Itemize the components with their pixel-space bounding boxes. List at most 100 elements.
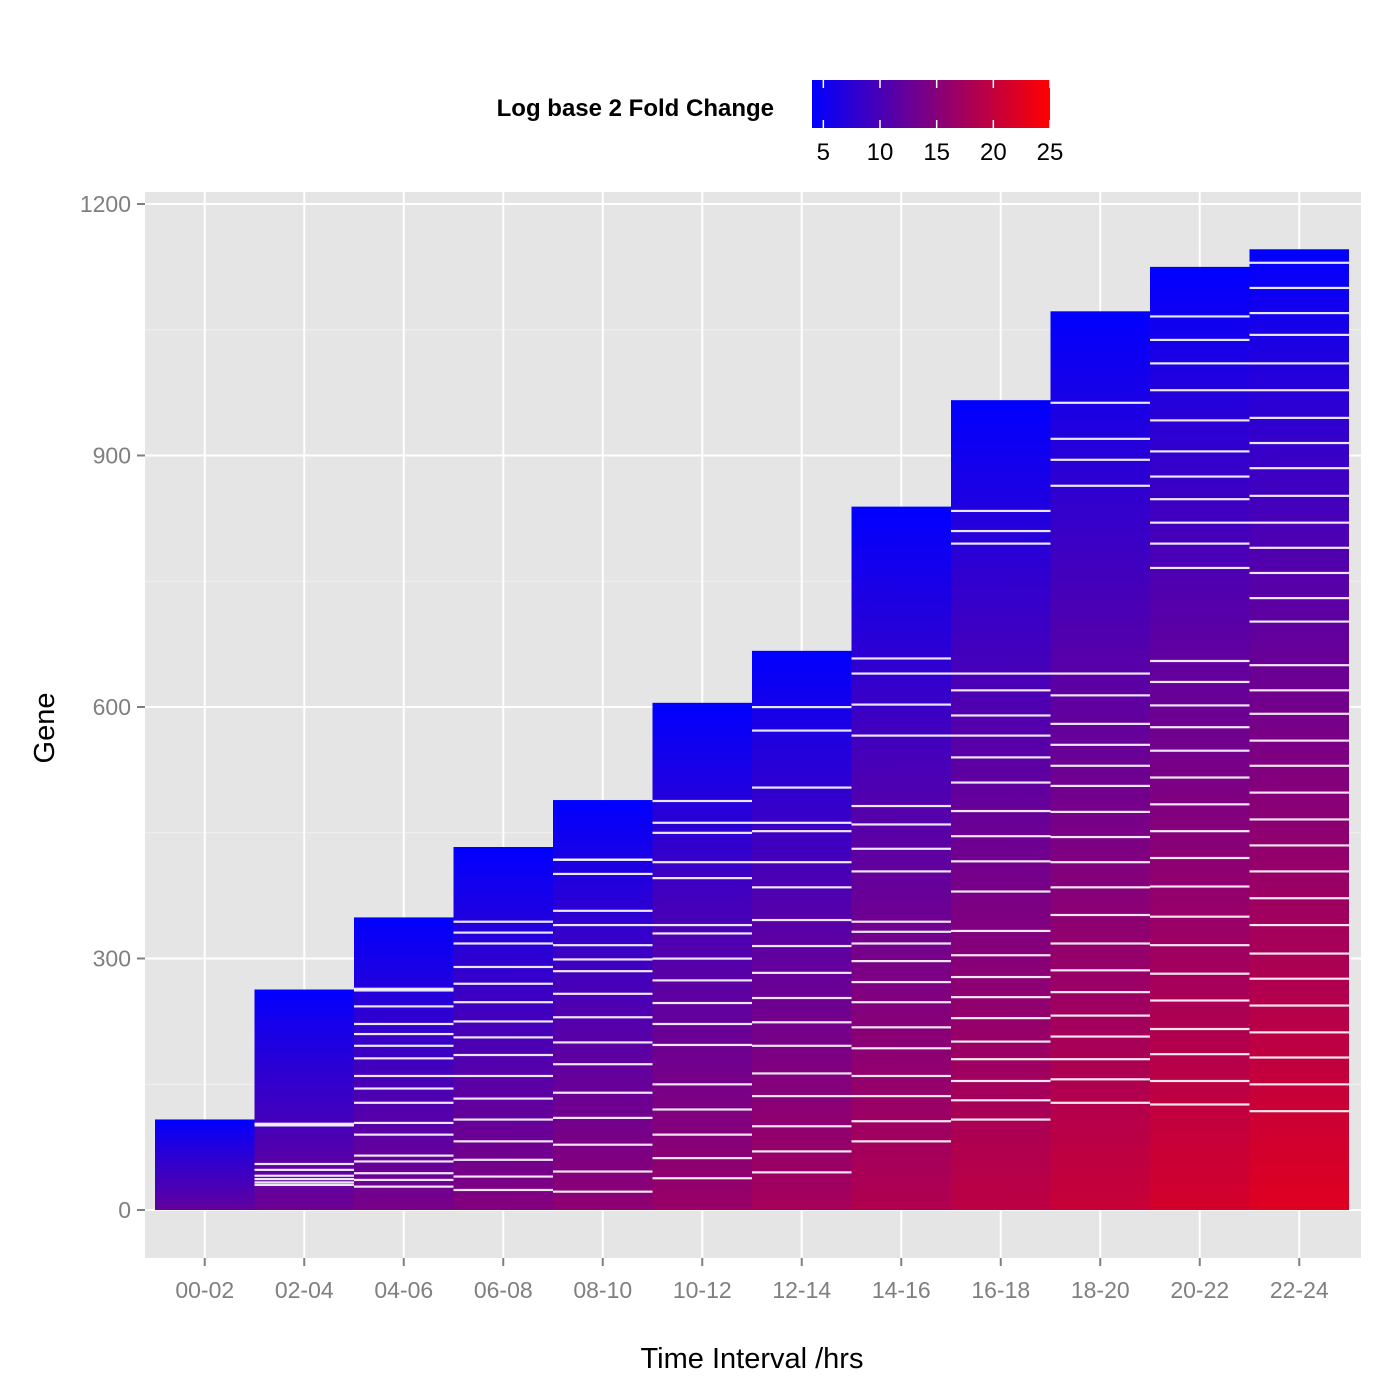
heatmap-row-gap [1249, 1031, 1349, 1034]
heatmap-row-gap [1150, 830, 1250, 833]
heatmap-column-16-18 [951, 400, 1051, 1210]
heatmap-row-gap [652, 1001, 752, 1005]
heatmap-row-gap [553, 923, 653, 927]
heatmap-row-gap [752, 821, 852, 824]
heatmap-row-gap [354, 1005, 454, 1008]
heatmap-row-gap [951, 1058, 1051, 1061]
heatmap-row-gap [1249, 1004, 1349, 1007]
heatmap-column-10-12 [652, 702, 752, 1210]
heatmap-row-gap [1050, 1035, 1150, 1038]
heatmap-row-gap [652, 957, 752, 960]
heatmap-row-gap [951, 1099, 1051, 1102]
heatmap-row-gap [453, 1118, 553, 1121]
heatmap-row-gap [1249, 897, 1349, 900]
x-tick-label: 12-14 [772, 1277, 831, 1303]
heatmap-row-gap [1249, 1083, 1349, 1086]
heatmap-cell-block [752, 650, 852, 1210]
heatmap-row-gap [652, 1043, 752, 1047]
heatmap-row-gap [851, 870, 951, 873]
heatmap-row-gap [1050, 764, 1150, 767]
heatmap-row-gap [553, 1091, 653, 1094]
heatmap-row-gap [851, 980, 951, 984]
heatmap-row-gap [354, 1074, 454, 1078]
x-axis-title: Time Interval /hrs [641, 1343, 864, 1375]
heatmap-row-gap [1050, 810, 1150, 813]
heatmap-row-gap [1249, 494, 1349, 497]
heatmap-row-gap [553, 1170, 653, 1173]
heatmap-row-gap [851, 672, 951, 675]
heatmap-row-gap [354, 1044, 454, 1047]
heatmap-row-gap [851, 657, 951, 660]
heatmap-row-gap [1150, 885, 1250, 888]
heatmap-cell-block [1150, 266, 1250, 1210]
x-tick-label: 00-02 [175, 1277, 234, 1303]
heatmap-row-gap [354, 1185, 454, 1188]
heatmap-row-gap [851, 1047, 951, 1050]
heatmap-row-gap [951, 975, 1051, 979]
heatmap-row-gap [752, 706, 852, 709]
y-tick-label: 300 [93, 946, 131, 972]
heatmap-row-gap [1249, 844, 1349, 847]
heatmap-row-gap [1249, 441, 1349, 445]
heatmap-row-gap [1150, 704, 1250, 707]
heatmap-row-gap [652, 861, 752, 864]
heatmap-row-gap [1050, 1078, 1150, 1081]
heatmap-row-gap [453, 1036, 553, 1039]
heatmap-row-gap [1150, 1079, 1250, 1083]
heatmap-row-gap [553, 1190, 653, 1193]
heatmap-row-gap [354, 1133, 454, 1136]
heatmap-row-gap [951, 1017, 1051, 1020]
legend-tick-label: 20 [980, 139, 1007, 166]
heatmap-row-gap [851, 1140, 951, 1143]
heatmap-row-gap [1050, 722, 1150, 725]
heatmap-row-gap [354, 1057, 454, 1060]
heatmap-row-gap [851, 1094, 951, 1098]
heatmap-row-gap [1150, 680, 1250, 684]
heatmap-row-gap [752, 1094, 852, 1098]
heatmap-row-gap [354, 1087, 454, 1090]
heatmap-columns [155, 249, 1349, 1211]
heatmap-row-gap [752, 996, 852, 1000]
heatmap-row-gap [1050, 1058, 1150, 1061]
heatmap-row-gap [851, 942, 951, 945]
y-tick-label: 600 [93, 694, 131, 720]
heatmap-row-gap [652, 1177, 752, 1180]
heatmap-row-gap [951, 996, 1051, 999]
heatmap-row-gap [1249, 870, 1349, 873]
heatmap-row-gap [752, 861, 852, 864]
heatmap-row-gap [254, 1162, 354, 1166]
y-axis-title: Gene [29, 693, 61, 764]
heatmap-row-gap [1050, 835, 1150, 839]
heatmap-row-gap [453, 982, 553, 985]
heatmap-row-gap [851, 930, 951, 933]
heatmap-row-gap [951, 672, 1051, 675]
heatmap-row-gap [652, 877, 752, 880]
heatmap-row-gap [254, 1181, 354, 1184]
heatmap-row-gap [652, 1022, 752, 1026]
heatmap-row-gap [1150, 566, 1250, 570]
heatmap-row-gap [1150, 915, 1250, 918]
heatmap-row-gap [1050, 969, 1150, 972]
heatmap-row-gap [1249, 333, 1349, 336]
heatmap-row-gap [1150, 338, 1250, 342]
x-tick-label: 10-12 [673, 1277, 732, 1303]
heatmap-row-gap [453, 1175, 553, 1178]
heatmap-row-gap [453, 920, 553, 923]
heatmap-row-gap [1150, 999, 1250, 1002]
heatmap-row-gap [752, 1171, 852, 1174]
heatmap-row-gap [752, 786, 852, 789]
heatmap-row-gap [951, 954, 1051, 957]
heatmap-column-02-04 [254, 989, 354, 1210]
heatmap-row-gap [453, 942, 553, 945]
heatmap-row-gap [851, 1001, 951, 1004]
heatmap-row-gap [851, 734, 951, 737]
heatmap-row-gap [1050, 437, 1150, 440]
heatmap-row-gap [951, 734, 1051, 737]
heatmap-column-18-20 [1050, 311, 1150, 1211]
heatmap-row-gap [1249, 286, 1349, 290]
heatmap-row-gap [453, 1020, 553, 1023]
heatmap-cell-block [1050, 311, 1150, 1211]
heatmap-row-gap [1249, 1110, 1349, 1113]
heatmap-row-gap [752, 729, 852, 732]
